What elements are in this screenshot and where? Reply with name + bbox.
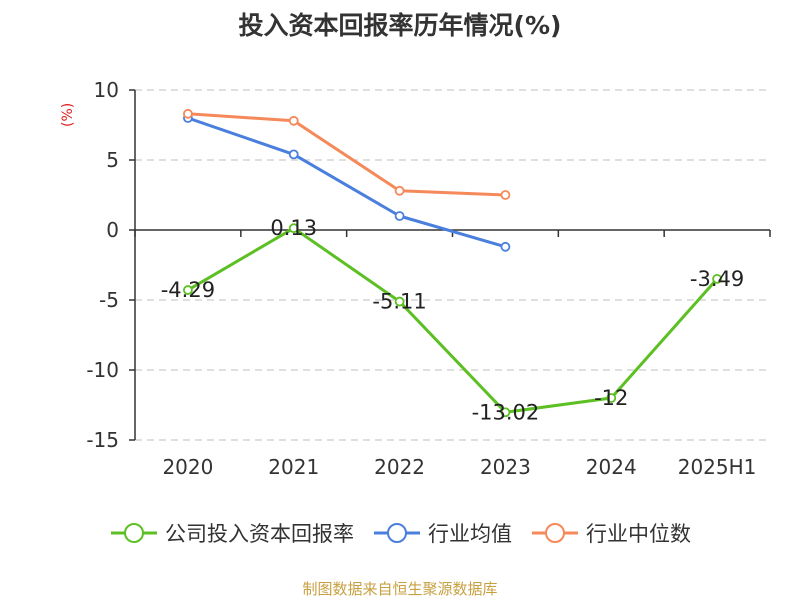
y-tick-label: 10 — [94, 78, 119, 102]
data-label: 0.13 — [270, 216, 317, 240]
data-point — [500, 190, 511, 200]
data-label: -5.11 — [372, 290, 426, 314]
x-tick-label: 2022 — [374, 455, 425, 479]
x-tick-label: 2024 — [586, 455, 637, 479]
x-tick-label: 2021 — [268, 455, 319, 479]
legend-label-industry-median: 行业中位数 — [586, 522, 691, 546]
legend-marker-industry-avg — [374, 523, 420, 543]
data-label: -4.29 — [161, 278, 215, 302]
series-line-1 — [187, 116, 506, 249]
legend: 公司投入资本回报率 行业均值 行业中位数 — [0, 518, 800, 548]
data-point — [394, 211, 405, 221]
data-point — [183, 285, 193, 295]
series-line-0 — [187, 226, 719, 414]
y-tick-label: 0 — [106, 218, 119, 242]
legend-item-industry-median[interactable]: 行业中位数 — [530, 518, 691, 548]
data-label: -3.49 — [690, 267, 744, 291]
data-point — [394, 185, 405, 196]
legend-label-company: 公司投入资本回报率 — [165, 522, 354, 546]
legend-item-company[interactable]: 公司投入资本回报率 — [109, 518, 354, 548]
data-point — [712, 273, 722, 284]
x-tick-label: 2023 — [480, 455, 531, 479]
data-point — [500, 241, 511, 252]
legend-label-industry-avg: 行业均值 — [428, 522, 512, 546]
legend-item-industry-avg[interactable]: 行业均值 — [372, 518, 512, 548]
y-tick-label: -10 — [86, 358, 119, 382]
x-tick-label: 2025H1 — [678, 455, 757, 479]
data-source: 制图数据来自恒生聚源数据库 — [302, 580, 498, 598]
y-tick-label: -5 — [99, 288, 119, 312]
legend-marker-company — [111, 523, 157, 543]
line-chart: 10 5 0 -5 -10 -15 2020 2021 2022 2023 2024 2025H1 -4… — [86, 78, 771, 479]
y-tick-label: 5 — [106, 148, 119, 172]
data-point — [183, 108, 193, 119]
data-point — [500, 407, 511, 418]
data-point — [606, 393, 617, 403]
data-point — [288, 115, 299, 126]
chart-title: 投入资本回报率历年情况(%) — [238, 11, 562, 40]
data-label: -12 — [594, 386, 628, 410]
x-tick-label: 2020 — [162, 455, 213, 479]
data-point — [288, 223, 299, 234]
series-line-2 — [187, 112, 506, 197]
legend-marker-industry-median — [532, 523, 578, 543]
y-tick-label: -15 — [86, 428, 119, 452]
data-point — [394, 296, 405, 307]
data-point — [288, 149, 299, 160]
data-label: -13.02 — [472, 400, 540, 424]
